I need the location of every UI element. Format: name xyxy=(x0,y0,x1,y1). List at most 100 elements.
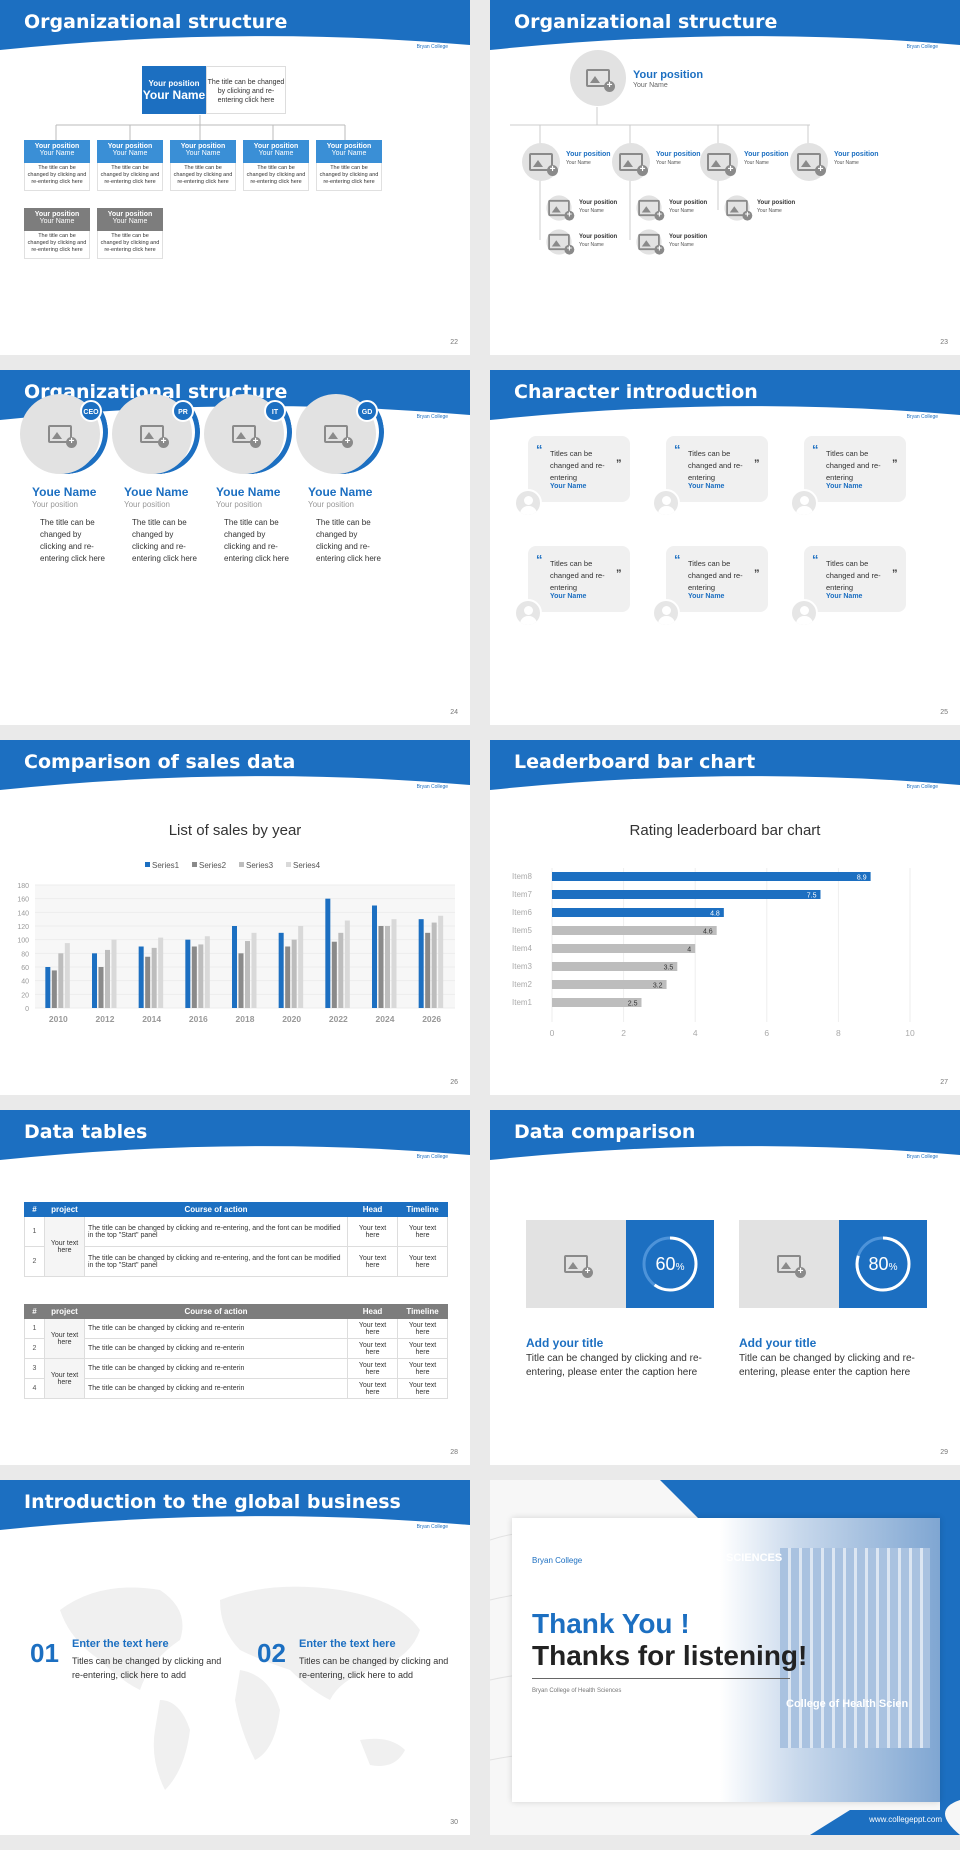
percent-value: 60% xyxy=(655,1254,685,1274)
bar xyxy=(64,943,70,1008)
thanks-listening: Thanks for listening! xyxy=(532,1640,808,1671)
slide-24: Organizational structure Bryan College 2… xyxy=(0,370,470,725)
column-header: # xyxy=(24,1304,45,1319)
bar xyxy=(238,953,244,1008)
node-name: Your Name xyxy=(757,208,782,214)
slide-header: Organizational structure Bryan College xyxy=(0,0,470,60)
page-number: 24 xyxy=(450,709,458,716)
photo xyxy=(636,229,665,255)
ring-progress xyxy=(855,1236,911,1292)
photo xyxy=(700,143,738,181)
node-position: Your position xyxy=(834,151,879,158)
bar xyxy=(98,967,104,1008)
bar xyxy=(251,932,257,1008)
avatar xyxy=(652,489,680,517)
role-badge: CEO xyxy=(80,400,102,422)
role-badge: PR xyxy=(172,400,194,422)
image-icon xyxy=(48,425,77,448)
org-box: Your position Your Name xyxy=(97,140,163,163)
bar xyxy=(51,970,57,1008)
y-tick-label: Item7 xyxy=(512,890,533,899)
avatar xyxy=(790,599,818,627)
node-name: Your Name xyxy=(579,242,604,248)
bar xyxy=(552,944,696,953)
table-header: # project Course of action Head Timeline xyxy=(24,1304,448,1319)
node-position: Your position xyxy=(579,234,618,240)
person-name: Youe Name xyxy=(216,485,281,499)
org-box-desc: The title can be changed by clicking and… xyxy=(24,163,90,191)
org-box-desc: The title can be changed by clicking and… xyxy=(97,163,163,191)
action-cell: The title can be changed by clicking and… xyxy=(84,1358,348,1379)
quote-open-icon: “ xyxy=(674,552,681,567)
node-name: Your Name xyxy=(656,160,681,166)
node-position: Your position xyxy=(744,151,789,158)
x-tick-label: 2024 xyxy=(376,1014,395,1024)
image-icon xyxy=(140,425,169,448)
page-number: 29 xyxy=(940,1449,948,1456)
x-tick-label: 2026 xyxy=(422,1014,441,1024)
timeline-cell: Your text here xyxy=(397,1338,448,1359)
quote-card xyxy=(804,436,906,502)
thank-you: Thank You ! xyxy=(532,1608,690,1639)
bar xyxy=(552,962,678,971)
legend-swatch xyxy=(286,862,291,867)
x-tick-label: 4 xyxy=(693,1028,698,1038)
thankyou-card: SCIENCES College of Health Scien Bryan C… xyxy=(512,1518,940,1802)
column-header: # xyxy=(24,1202,45,1217)
bar xyxy=(191,946,197,1008)
node-position: Your position xyxy=(566,151,611,158)
project-cell: Your text here xyxy=(44,1216,85,1277)
y-tick-label: 40 xyxy=(21,979,29,986)
percent-sign: % xyxy=(888,1262,898,1273)
building-sign-2: College of Health Scien xyxy=(786,1698,909,1710)
image-icon xyxy=(638,199,665,221)
person-position: Your position xyxy=(32,500,78,509)
slide-title: Data comparison xyxy=(514,1121,696,1143)
item-title: Add your title xyxy=(739,1336,817,1350)
bar xyxy=(552,890,821,899)
table-row: 2 The title can be changed by clicking an… xyxy=(24,1246,448,1277)
photo xyxy=(790,143,828,181)
y-tick-label: 60 xyxy=(21,965,29,972)
slide-header: Organizational structure Bryan College xyxy=(490,0,960,60)
row-number: 2 xyxy=(24,1246,45,1277)
action-cell: The title can be changed by clicking and… xyxy=(84,1318,348,1339)
column-header: Course of action xyxy=(84,1304,348,1319)
quote-text: Titles can be changed and re-entering xyxy=(826,449,881,482)
slide-22: Organizational structure Bryan College Y… xyxy=(0,0,470,355)
top-position: Your position xyxy=(633,69,704,81)
y-tick-label: 100 xyxy=(17,938,29,945)
data-label: 3.2 xyxy=(653,983,663,990)
slide-header: Character introduction Bryan College xyxy=(490,370,960,430)
slide-28: Data tables Bryan College # project Course… xyxy=(0,1110,470,1465)
image-icon xyxy=(638,233,665,255)
building-photo: SCIENCES College of Health Scien xyxy=(720,1518,940,1802)
bar xyxy=(552,908,724,917)
avatar-body xyxy=(796,616,813,625)
name-label: Your Name xyxy=(112,150,148,157)
bar xyxy=(338,932,344,1008)
slide-header: Comparison of sales data Bryan College xyxy=(0,740,470,800)
table-row: 2 The title can be changed by clicking an… xyxy=(24,1338,448,1359)
column-header: Head xyxy=(347,1202,398,1217)
quote-card xyxy=(528,436,630,502)
y-tick-label: 20 xyxy=(21,992,29,999)
org-box: Your position Your Name xyxy=(24,208,90,231)
logo: Bryan College xyxy=(906,784,938,790)
url-link[interactable]: www.collegeppt.com xyxy=(869,1815,942,1824)
position-label: Your position xyxy=(107,143,153,150)
x-tick-label: 2 xyxy=(621,1028,626,1038)
x-tick-label: 8 xyxy=(836,1028,841,1038)
table-row: 3 Your text here The title can be changed … xyxy=(24,1358,448,1399)
avatar-head xyxy=(662,606,671,615)
logo: Bryan College xyxy=(906,44,938,50)
bar xyxy=(198,944,204,1008)
table-row: 1 Your text here The title can be changed … xyxy=(24,1216,448,1277)
person-desc: The title can be changed by clicking and… xyxy=(224,518,289,563)
y-tick-label: 140 xyxy=(17,910,29,917)
slide-23: Organizational structure Bryan College Y… xyxy=(490,0,960,355)
node-position: Your position xyxy=(579,200,618,206)
logo: Bryan College xyxy=(416,1154,448,1160)
x-tick-label: 2010 xyxy=(49,1014,68,1024)
image-icon xyxy=(777,1255,806,1278)
